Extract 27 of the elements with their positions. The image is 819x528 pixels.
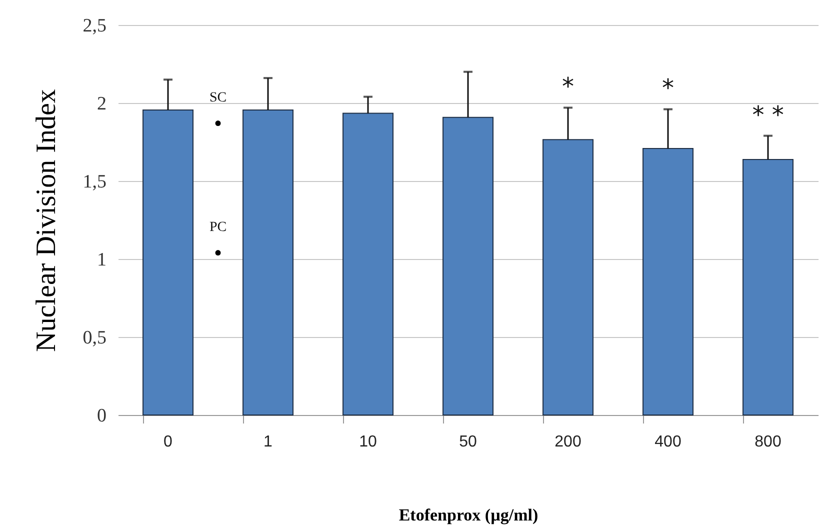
x-tick-label: 50 <box>459 434 477 450</box>
x-tick-label: 400 <box>654 434 682 450</box>
bar <box>142 110 194 416</box>
data-label: * <box>562 72 574 101</box>
annotation: PC <box>209 220 227 235</box>
data-label: * * <box>752 100 784 129</box>
x-tick-label: 0 <box>164 434 173 450</box>
y-tick-label: 1 <box>97 250 106 270</box>
y-axis-title: Nuclear Division Index <box>30 89 62 352</box>
bar <box>242 110 294 416</box>
y-tick-label: 0,5 <box>82 328 106 348</box>
x-tick-label: 800 <box>754 434 782 450</box>
bar <box>742 158 794 416</box>
x-tick-label: 200 <box>554 434 582 450</box>
y-tick-label: 1,5 <box>82 172 106 192</box>
y-tick-label: 2 <box>97 94 106 114</box>
x-tick-label: 10 <box>359 434 377 450</box>
bar <box>342 112 394 416</box>
bar <box>442 116 494 416</box>
y-tick-label: 2,5 <box>82 16 106 36</box>
y-tick-label: 0 <box>97 406 106 426</box>
x-tick-label: 1 <box>264 434 273 450</box>
annotation: SC <box>209 90 227 106</box>
bar <box>642 148 694 416</box>
data-label: * <box>662 74 674 102</box>
x-axis-title: Etofenprox (µg/ml) <box>398 506 538 524</box>
bar <box>542 139 594 416</box>
